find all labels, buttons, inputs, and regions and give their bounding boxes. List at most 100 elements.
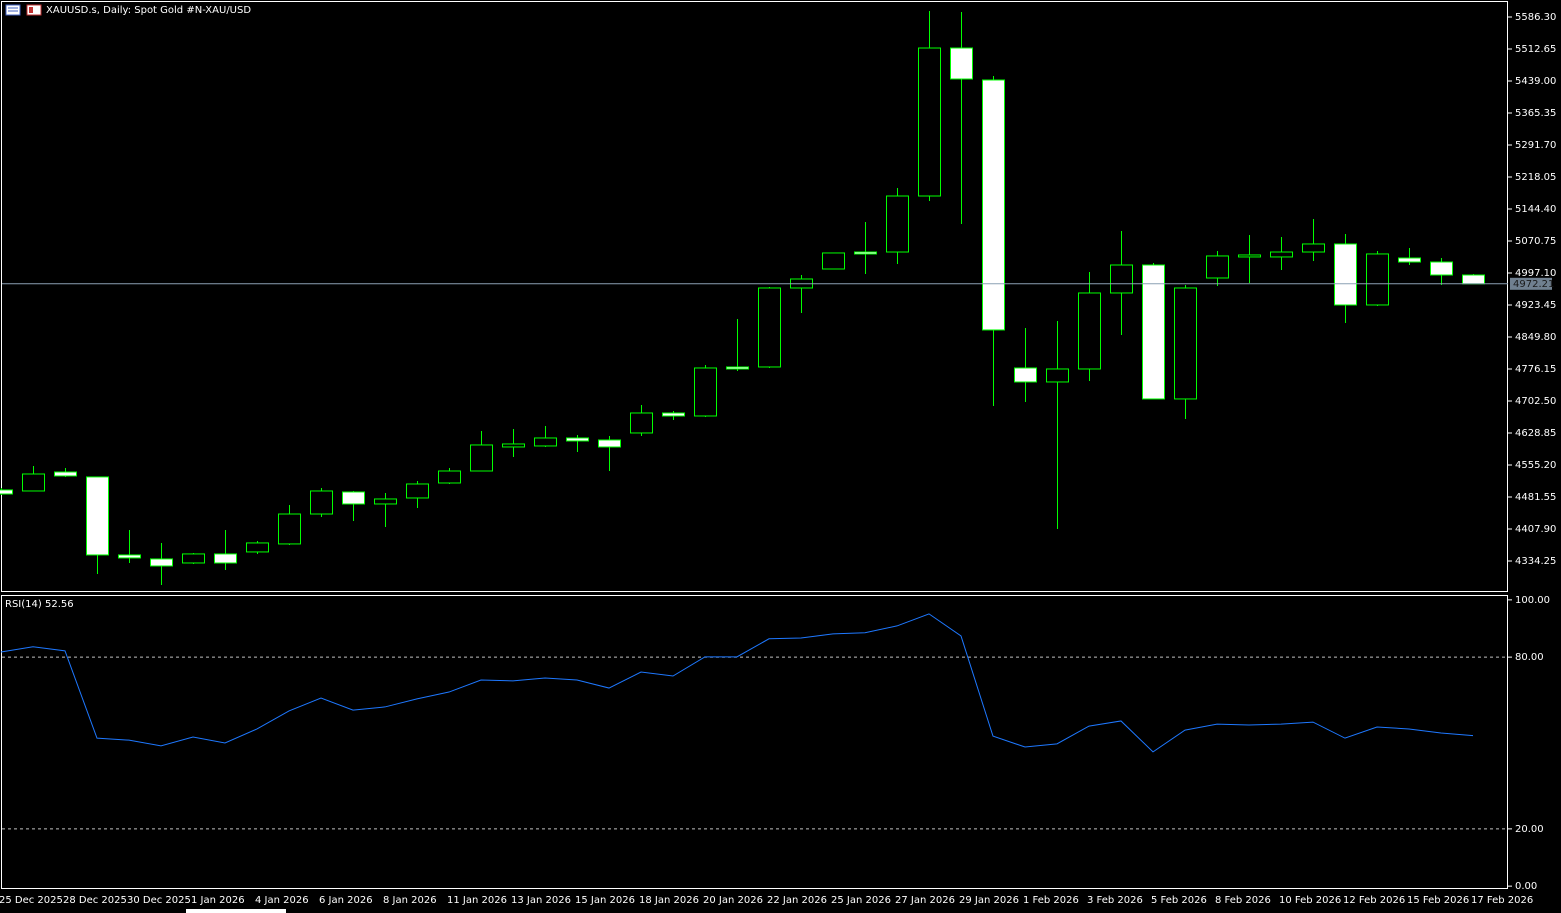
x-tick-label: 10 Feb 2026	[1279, 895, 1341, 906]
candle-body	[86, 476, 109, 556]
candle-body	[1366, 253, 1389, 306]
y-tick-label: 4407.90	[1515, 524, 1556, 535]
y-tick-label: 5291.70	[1515, 140, 1556, 151]
current-price-box	[1510, 277, 1552, 290]
candle-body	[150, 558, 173, 567]
x-tick-label: 8 Feb 2026	[1215, 895, 1271, 906]
price-pane-border	[1, 1, 1508, 592]
candle-body	[54, 471, 77, 477]
candle-body	[1462, 274, 1485, 285]
candle-body	[886, 195, 909, 253]
y-tick-label: 80.00	[1515, 652, 1544, 663]
candle-body	[1206, 255, 1229, 279]
x-tick-label: 25 Dec 2025	[0, 895, 63, 906]
x-tick-label: 3 Feb 2026	[1087, 895, 1143, 906]
candle-body	[598, 439, 621, 448]
rsi-current-value: 52.56	[45, 599, 74, 610]
candle-body	[502, 443, 525, 448]
candle-body	[22, 473, 45, 492]
x-tick-label: 6 Jan 2026	[319, 895, 373, 906]
candle-body	[470, 444, 493, 472]
candle-body	[950, 47, 973, 80]
y-tick-label: 4997.10	[1515, 268, 1556, 279]
candle-body	[918, 47, 941, 197]
candle-body	[1270, 251, 1293, 258]
x-tick-label: 29 Jan 2026	[959, 895, 1019, 906]
candle-body	[662, 412, 685, 417]
candle-body	[342, 491, 365, 505]
x-tick-label: 13 Jan 2026	[511, 895, 571, 906]
candle-body	[694, 367, 717, 417]
candle-body	[1078, 292, 1101, 370]
y-tick-label: 5586.30	[1515, 12, 1556, 23]
x-tick-label: 25 Jan 2026	[831, 895, 891, 906]
candle-body	[1398, 257, 1421, 263]
candle-body	[1302, 243, 1325, 253]
rsi-title: RSI(14)	[5, 599, 42, 610]
y-tick-label: 5512.65	[1515, 44, 1556, 55]
x-tick-label: 12 Feb 2026	[1343, 895, 1405, 906]
y-tick-label: 100.00	[1515, 595, 1550, 606]
candle-body	[182, 553, 205, 564]
candle-body	[854, 251, 877, 255]
y-tick-label: 5070.75	[1515, 236, 1556, 247]
scroll-marker	[186, 909, 286, 913]
x-tick-label: 17 Feb 2026	[1471, 895, 1533, 906]
candle-body	[982, 79, 1005, 331]
candle-body	[118, 554, 141, 559]
x-tick-label: 1 Jan 2026	[191, 895, 245, 906]
candle-body	[0, 489, 13, 495]
candle-body	[1110, 264, 1133, 294]
y-tick-label: 4334.25	[1515, 556, 1556, 567]
x-tick-label: 15 Feb 2026	[1407, 895, 1469, 906]
candle-body	[374, 498, 397, 505]
x-tick-label: 11 Jan 2026	[447, 895, 507, 906]
y-tick-label: 0.00	[1515, 881, 1537, 892]
candle-body	[630, 412, 653, 434]
x-tick-label: 20 Jan 2026	[703, 895, 763, 906]
current-price-label: 4972.21	[1513, 279, 1554, 290]
x-tick-label: 15 Jan 2026	[575, 895, 635, 906]
candle-body	[1334, 243, 1357, 306]
candle-body	[1142, 264, 1165, 400]
y-tick-label: 4555.20	[1515, 460, 1556, 471]
rsi-pane-border	[1, 595, 1508, 889]
candle-body	[726, 366, 749, 370]
x-tick-label: 27 Jan 2026	[895, 895, 955, 906]
candle-body	[214, 553, 237, 564]
x-tick-label: 18 Jan 2026	[639, 895, 699, 906]
y-tick-label: 4923.45	[1515, 300, 1556, 311]
candle-body	[822, 252, 845, 270]
candle-body	[758, 287, 781, 368]
y-tick-label: 4628.85	[1515, 428, 1556, 439]
symbol-icon	[5, 4, 42, 16]
y-tick-label: 5439.00	[1515, 76, 1556, 87]
y-tick-label: 20.00	[1515, 824, 1544, 835]
x-tick-label: 1 Feb 2026	[1023, 895, 1079, 906]
candle-body	[534, 437, 557, 447]
y-tick-label: 4702.50	[1515, 396, 1556, 407]
x-tick-label: 8 Jan 2026	[383, 895, 437, 906]
candle-body	[566, 437, 589, 442]
rsi-line	[0, 613, 1474, 753]
candle-body	[310, 490, 333, 515]
y-tick-label: 5218.05	[1515, 172, 1556, 183]
candle-body	[1014, 367, 1037, 383]
x-tick-label: 4 Jan 2026	[255, 895, 309, 906]
y-tick-label: 4849.80	[1515, 332, 1556, 343]
x-tick-label: 5 Feb 2026	[1151, 895, 1207, 906]
y-tick-label: 4481.55	[1515, 492, 1556, 503]
candle-body	[278, 513, 301, 545]
chart-title: XAUUSD.s, Daily: Spot Gold #N-XAU/USD	[46, 5, 251, 16]
candle-body	[1046, 368, 1069, 383]
candle-body	[1174, 287, 1197, 400]
x-tick-label: 28 Dec 2025	[63, 895, 127, 906]
x-tick-label: 22 Jan 2026	[767, 895, 827, 906]
x-tick-label: 30 Dec 2025	[127, 895, 191, 906]
candle-body	[1238, 254, 1261, 258]
candle-body	[246, 542, 269, 553]
y-tick-label: 5144.40	[1515, 204, 1556, 215]
